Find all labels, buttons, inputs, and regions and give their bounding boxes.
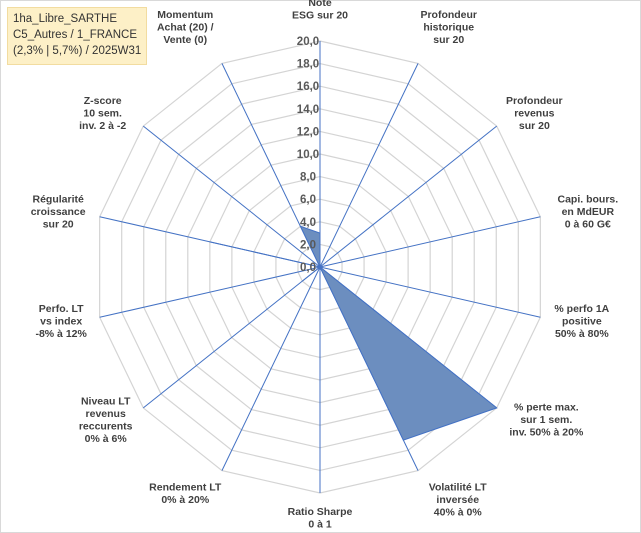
axis-label-line: reccurents xyxy=(79,420,133,432)
axis-label-line: 0% à 6% xyxy=(85,433,128,445)
axis-label-line: inv. 2 à -2 xyxy=(79,120,126,132)
axis-label-line: Achat (20) / xyxy=(157,21,214,33)
axis-label-line: positive xyxy=(562,315,602,327)
axis-spoke xyxy=(319,266,541,318)
axis-label-line: 10 sem. xyxy=(83,107,122,119)
axis-label-line: Z-score xyxy=(84,95,122,107)
tick-label: 6,0 xyxy=(300,194,316,206)
tick-label: 10,0 xyxy=(297,149,319,161)
axis-label-line: sur 20 xyxy=(433,34,464,46)
axis-label-line: Momentum xyxy=(157,9,213,21)
axis-label: Volatilité LT inversée 40% à 0% xyxy=(429,482,488,519)
axis-label-line: 50% à 80% xyxy=(555,328,609,340)
axis-label-line: Niveau LT xyxy=(81,395,131,407)
axis-label-line: Volatilité LT xyxy=(429,482,488,494)
axis-spoke xyxy=(99,266,321,318)
axis-label-line: vs index xyxy=(40,315,82,327)
axis-spoke xyxy=(319,216,541,268)
axis-label: Perfo. LT vs index -8% à 12% xyxy=(35,303,87,340)
axis-label-line: inv. 50% à 20% xyxy=(509,427,584,439)
axis-label-line: 0 à 1 xyxy=(308,519,332,531)
tick-label: 16,0 xyxy=(297,81,319,93)
axis-label: Régularité croissance sur 20 xyxy=(31,194,86,231)
axis-label-line: 40% à 0% xyxy=(434,507,483,519)
axis-label-line: Perfo. LT xyxy=(39,303,84,315)
axis-label: Profondeur historique sur 20 xyxy=(420,9,477,46)
tick-label: 20,0 xyxy=(297,36,319,48)
radar-tick-labels: 0,0 2,0 4,0 6,0 8,0 10,0 12,0 14,0 16,0 18,0 20,0 xyxy=(297,36,319,274)
axis-label: Niveau LT revenus reccurents 0% à 6% xyxy=(79,395,133,445)
info-line-3: (2,3% | 5,7%) / 2025W31 xyxy=(13,45,142,57)
tick-label: 0,0 xyxy=(300,262,316,274)
axis-spoke xyxy=(221,266,321,471)
axis-label: Ratio Sharpe 0 à 1 xyxy=(288,506,353,531)
tick-label: 12,0 xyxy=(297,126,319,138)
info-box: 1ha_Libre_SARTHE C5_Autres / 1_FRANCE (2… xyxy=(7,7,147,65)
axis-label-line: 0% à 20% xyxy=(161,494,210,506)
axis-label-line: revenus xyxy=(514,107,554,119)
tick-label: 18,0 xyxy=(297,59,319,71)
axis-label: Capi. bours. en MdEUR 0 à 60 G€ xyxy=(557,194,618,231)
tick-label: 8,0 xyxy=(300,172,316,184)
tick-label: 4,0 xyxy=(300,217,316,229)
axis-label-line: Profondeur xyxy=(420,9,477,21)
axis-label: Z-score 10 sem. inv. 2 à -2 xyxy=(79,95,126,132)
axis-label: Profondeur revenus sur 20 xyxy=(506,95,563,132)
tick-label: 2,0 xyxy=(300,239,316,251)
axis-label-line: % perte max. xyxy=(514,402,579,414)
info-line-2: C5_Autres / 1_FRANCE xyxy=(13,29,137,41)
axis-label-line: Capi. bours. xyxy=(557,194,618,206)
axis-label-line: en MdEUR xyxy=(562,206,615,218)
axis-label-line: Rendement LT xyxy=(149,482,222,494)
radar-axis-labels: Note ESG sur 20 Profondeur historique sur 20… xyxy=(31,0,619,531)
axis-label-line: Note xyxy=(308,0,331,9)
axis-label-line: historique xyxy=(423,21,474,33)
axis-label-line: revenus xyxy=(86,408,126,420)
axis-label: Rendement LT 0% à 20% xyxy=(149,482,222,507)
axis-label-line: -8% à 12% xyxy=(35,328,87,340)
axis-label-line: Vente (0) xyxy=(163,34,207,46)
axis-spoke xyxy=(142,125,321,268)
axis-label-line: sur 20 xyxy=(43,219,74,231)
axis-spoke xyxy=(319,125,498,268)
info-line-1: 1ha_Libre_SARTHE xyxy=(13,13,117,25)
axis-spoke xyxy=(142,266,321,409)
axis-label-line: croissance xyxy=(31,206,86,218)
axis-label-line: Ratio Sharpe xyxy=(288,506,353,518)
axis-label: Note ESG sur 20 xyxy=(292,0,348,22)
axis-label-line: ESG sur 20 xyxy=(292,10,348,22)
axis-label-line: inversée xyxy=(436,494,479,506)
axis-label: % perte max. sur 1 sem. inv. 50% à 20% xyxy=(509,402,584,439)
axis-label: Momentum Achat (20) / Vente (0) xyxy=(157,9,214,46)
axis-label-line: sur 1 sem. xyxy=(520,414,572,426)
axis-label-line: Profondeur xyxy=(506,95,563,107)
series-area xyxy=(209,225,498,441)
tick-label: 14,0 xyxy=(297,104,319,116)
axis-label: % perfo 1A positive 50% à 80% xyxy=(554,303,609,340)
axis-label-line: 0 à 60 G€ xyxy=(565,219,611,231)
axis-label-line: % perfo 1A xyxy=(554,303,609,315)
axis-spoke xyxy=(319,63,419,268)
axis-label-line: sur 20 xyxy=(519,120,550,132)
axis-label-line: Régularité xyxy=(32,194,84,206)
radar-series xyxy=(209,225,498,441)
